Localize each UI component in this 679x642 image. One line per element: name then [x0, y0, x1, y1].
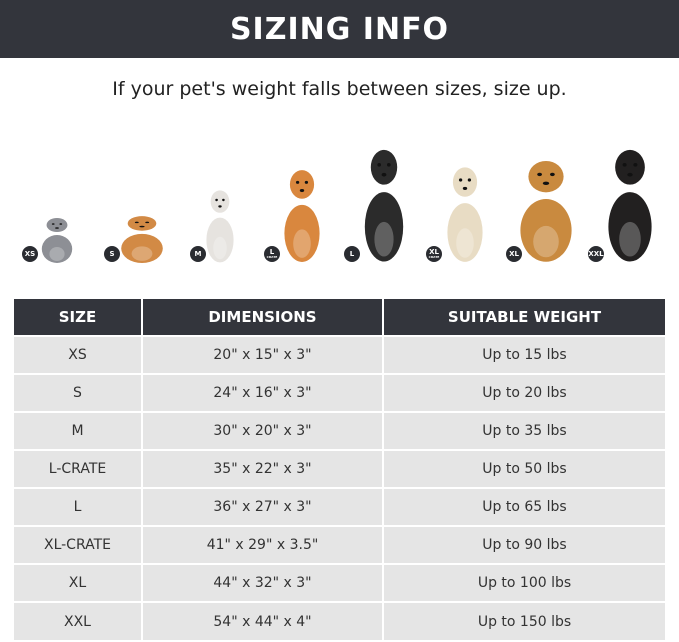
dimensions-cell: 36" x 27" x 3" — [141, 487, 383, 526]
dimensions-cell: 41" x 29" x 3.5" — [141, 525, 383, 564]
pet-lineup: XS S M L CRATE L XL CRATE XL XXL — [0, 130, 679, 270]
header-dimensions: DIMENSIONS — [141, 299, 383, 336]
size-badge: L CRATE — [264, 246, 280, 262]
badge-label: XS — [24, 249, 36, 258]
labrador-image — [443, 159, 487, 264]
page-title: SIZING INFO — [229, 11, 450, 47]
table-row: M 30" x 20" x 3" Up to 35 lbs — [14, 411, 665, 450]
badge-sublabel: CRATE — [266, 255, 278, 259]
size-cell: S — [14, 373, 142, 412]
weight-cell: Up to 35 lbs — [382, 411, 665, 450]
weight-cell: Up to 15 lbs — [382, 335, 665, 374]
size-badge: XL — [506, 246, 522, 262]
size-cell: XXL — [14, 601, 142, 640]
weight-cell: Up to 50 lbs — [382, 449, 665, 488]
size-badge: XXL — [588, 246, 604, 262]
size-cell: XS — [14, 335, 142, 374]
cat-image — [38, 214, 76, 264]
table-row: XL-CRATE 41" x 29" x 3.5" Up to 90 lbs — [14, 525, 665, 564]
dimensions-cell: 20" x 15" x 3" — [141, 335, 383, 374]
size-cell: L-CRATE — [14, 449, 142, 488]
doberman-image — [603, 140, 657, 264]
dimensions-cell: 24" x 16" x 3" — [141, 373, 383, 412]
badge-label: L — [269, 248, 275, 256]
border-collie-image — [360, 140, 408, 264]
size-badge: XL CRATE — [426, 246, 442, 262]
badge-sublabel: CRATE — [428, 255, 440, 259]
size-cell: L — [14, 487, 142, 526]
dimensions-cell: 30" x 20" x 3" — [141, 411, 383, 450]
subtitle: If your pet's weight falls between sizes… — [112, 78, 567, 100]
size-badge: L — [344, 246, 360, 262]
header-size: SIZE — [14, 299, 142, 336]
badge-label: XL — [429, 248, 439, 256]
pomeranian-image — [116, 212, 168, 264]
badge-label: S — [109, 249, 115, 258]
weight-cell: Up to 90 lbs — [382, 525, 665, 564]
badge-label: M — [194, 249, 202, 258]
size-badge: XS — [22, 246, 38, 262]
size-cell: M — [14, 411, 142, 450]
size-badge: S — [104, 246, 120, 262]
dimensions-cell: 35" x 22" x 3" — [141, 449, 383, 488]
badge-label: XL — [509, 249, 519, 258]
size-cell: XL — [14, 563, 142, 602]
sizing-table: SIZE DIMENSIONS SUITABLE WEIGHT XS 20" x … — [14, 299, 665, 640]
table-row: L-CRATE 35" x 22" x 3" Up to 50 lbs — [14, 449, 665, 488]
size-badge: M — [190, 246, 206, 262]
table-row: XS 20" x 15" x 3" Up to 15 lbs — [14, 335, 665, 374]
banner: SIZING INFO — [0, 0, 679, 58]
dimensions-cell: 54" x 44" x 4" — [141, 601, 383, 640]
table-header: SIZE DIMENSIONS SUITABLE WEIGHT — [14, 299, 665, 336]
dimensions-cell: 44" x 32" x 3" — [141, 563, 383, 602]
table-row: L 36" x 27" x 3" Up to 65 lbs — [14, 487, 665, 526]
weight-cell: Up to 20 lbs — [382, 373, 665, 412]
golden-retriever-image — [514, 152, 578, 264]
badge-label: XXL — [588, 249, 604, 258]
badge-label: L — [349, 249, 355, 258]
weight-cell: Up to 150 lbs — [382, 601, 665, 640]
size-cell: XL-CRATE — [14, 525, 142, 564]
table-row: XXL 54" x 44" x 4" Up to 150 lbs — [14, 601, 665, 640]
weight-cell: Up to 65 lbs — [382, 487, 665, 526]
shiba-inu-image — [280, 162, 324, 264]
table-row: XL 44" x 32" x 3" Up to 100 lbs — [14, 563, 665, 602]
header-weight: SUITABLE WEIGHT — [382, 299, 665, 336]
table-row: S 24" x 16" x 3" Up to 20 lbs — [14, 373, 665, 412]
french-bulldog-image — [203, 184, 237, 264]
weight-cell: Up to 100 lbs — [382, 563, 665, 602]
